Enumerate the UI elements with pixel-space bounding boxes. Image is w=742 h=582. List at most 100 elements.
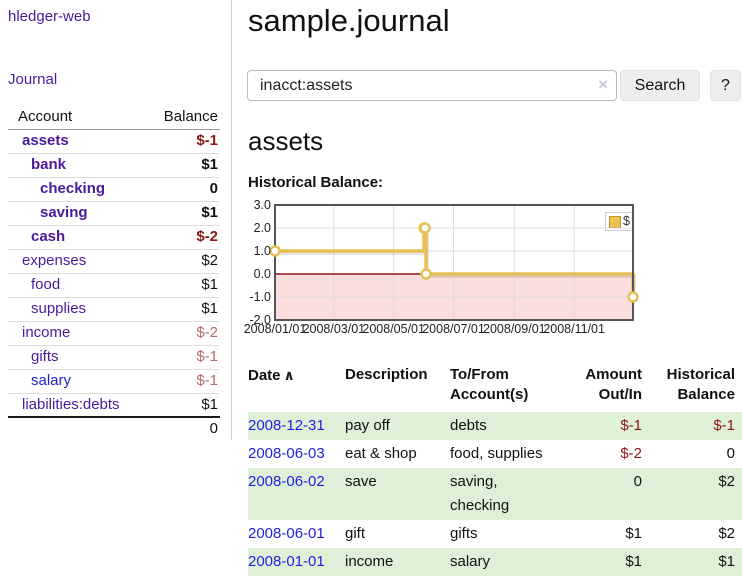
transaction-amount: $1 xyxy=(560,548,642,576)
account-row: salary $-1 xyxy=(8,369,220,393)
col-amount[interactable]: AmountOut/In xyxy=(560,361,642,412)
account-name-cell: food xyxy=(8,273,154,297)
account-link[interactable]: bank xyxy=(8,156,66,174)
transaction-date-link[interactable]: 2008-12-31 xyxy=(248,417,325,434)
accounts-total-balance: 0 xyxy=(154,417,220,439)
accounts-header-account: Account xyxy=(8,105,154,129)
y-axis-label: 3.0 xyxy=(245,197,271,213)
account-balance: $1 xyxy=(154,393,220,417)
account-link[interactable]: income xyxy=(8,324,70,342)
brand-link[interactable]: hledger-web xyxy=(8,8,91,25)
transaction-accounts: saving, checking xyxy=(450,468,560,520)
sidebar: hledger-web Journal Account Balance asse… xyxy=(0,0,232,582)
chart-title: Historical Balance: xyxy=(248,174,383,191)
account-name-cell: saving xyxy=(8,201,154,225)
data-point xyxy=(271,247,280,256)
col-balance[interactable]: HistoricalBalance xyxy=(642,361,742,412)
y-axis-label: 1.0 xyxy=(245,243,271,259)
accounts-table: Account Balance assets $-1 bank $1 check… xyxy=(8,105,220,439)
transaction-amount: $1 xyxy=(560,520,642,548)
account-link[interactable]: liabilities:debts xyxy=(8,396,120,414)
account-link[interactable]: expenses xyxy=(8,252,86,270)
account-row: bank $1 xyxy=(8,153,220,177)
transaction-date-link[interactable]: 2008-06-01 xyxy=(248,525,325,542)
account-row: income $-2 xyxy=(8,321,220,345)
account-balance: $-2 xyxy=(154,321,220,345)
transaction-accounts: debts xyxy=(450,412,560,440)
register-table: Date∧ Description To/FromAccount(s) Amou… xyxy=(248,361,742,576)
y-axis-label: -1.0 xyxy=(245,289,271,305)
x-axis-label: 2008/07/01 xyxy=(422,322,485,336)
col-description[interactable]: Description xyxy=(345,361,450,412)
account-row: expenses $2 xyxy=(8,249,220,273)
x-axis-label: 2008/03/01 xyxy=(303,322,366,336)
x-axis-label: 2008/09/01 xyxy=(483,322,546,336)
col-amount-label-1: Amount xyxy=(560,365,642,385)
search-form: × Search ? xyxy=(247,70,741,101)
account-row: cash $-2 xyxy=(8,225,220,249)
account-name-cell: cash xyxy=(8,225,154,249)
account-link[interactable]: food xyxy=(8,276,60,294)
account-row: food $1 xyxy=(8,273,220,297)
x-axis-label: 2008/05/01 xyxy=(362,322,425,336)
sidebar-item-journal[interactable]: Journal xyxy=(8,71,57,88)
sidebar-divider xyxy=(231,0,232,440)
transaction-amount: 0 xyxy=(560,468,642,520)
register-row: 2008-06-03 eat & shop food, supplies $-2… xyxy=(248,440,742,468)
clear-search-icon[interactable]: × xyxy=(598,75,608,95)
account-link[interactable]: gifts xyxy=(8,348,59,366)
account-row: supplies $1 xyxy=(8,297,220,321)
account-link[interactable]: checking xyxy=(8,180,105,198)
search-input[interactable] xyxy=(247,70,617,101)
account-name-cell: salary xyxy=(8,369,154,393)
data-point xyxy=(629,293,638,302)
account-name-cell: gifts xyxy=(8,345,154,369)
transaction-date-link[interactable]: 2008-01-01 xyxy=(248,553,325,570)
x-axis-label: 2008/01/01 xyxy=(244,322,307,336)
account-row: checking 0 xyxy=(8,177,220,201)
account-link[interactable]: assets xyxy=(8,132,69,150)
register-row: 2008-06-01 gift gifts $1 $2 xyxy=(248,520,742,548)
account-link[interactable]: salary xyxy=(8,372,71,390)
data-point xyxy=(422,270,431,279)
account-name-cell: supplies xyxy=(8,297,154,321)
account-link[interactable]: supplies xyxy=(8,300,86,318)
search-button[interactable]: Search xyxy=(620,70,700,101)
transaction-balance: $1 xyxy=(642,548,742,576)
account-balance: $-1 xyxy=(154,369,220,393)
account-balance: $1 xyxy=(154,153,220,177)
transaction-date-link[interactable]: 2008-06-02 xyxy=(248,473,325,490)
account-row: saving $1 xyxy=(8,201,220,225)
account-balance: 0 xyxy=(154,177,220,201)
accounts-header-balance: Balance xyxy=(154,105,220,129)
col-accounts[interactable]: To/FromAccount(s) xyxy=(450,361,560,412)
account-name-cell: liabilities:debts xyxy=(8,393,154,417)
account-balance: $1 xyxy=(154,273,220,297)
help-button[interactable]: ? xyxy=(710,70,741,101)
transaction-balance: 0 xyxy=(642,440,742,468)
account-name-cell: expenses xyxy=(8,249,154,273)
transaction-date-cell: 2008-12-31 xyxy=(248,412,345,440)
transaction-description: gift xyxy=(345,520,450,548)
col-date-label: Date xyxy=(248,367,281,384)
register-row: 2008-12-31 pay off debts $-1 $-1 xyxy=(248,412,742,440)
page-title: sample.journal xyxy=(248,0,450,42)
account-row: assets $-1 xyxy=(8,129,220,153)
transaction-balance: $-1 xyxy=(642,412,742,440)
account-row: liabilities:debts $1 xyxy=(8,393,220,417)
transaction-description: eat & shop xyxy=(345,440,450,468)
col-description-label: Description xyxy=(345,365,450,385)
account-name-cell: income xyxy=(8,321,154,345)
transaction-amount: $-2 xyxy=(560,440,642,468)
account-link[interactable]: cash xyxy=(8,228,65,246)
col-accounts-label-2: Account(s) xyxy=(450,385,546,405)
x-axis-label: 2008/11/01 xyxy=(543,322,605,336)
account-link[interactable]: saving xyxy=(8,204,88,222)
account-balance: $-1 xyxy=(154,345,220,369)
sort-asc-icon[interactable]: ∧ xyxy=(284,367,295,383)
search-field-wrap: × xyxy=(247,70,617,101)
transaction-date-link[interactable]: 2008-06-03 xyxy=(248,445,325,462)
col-date[interactable]: Date∧ xyxy=(248,361,345,412)
account-balance: $-1 xyxy=(154,129,220,153)
y-axis-label: 2.0 xyxy=(245,220,271,236)
